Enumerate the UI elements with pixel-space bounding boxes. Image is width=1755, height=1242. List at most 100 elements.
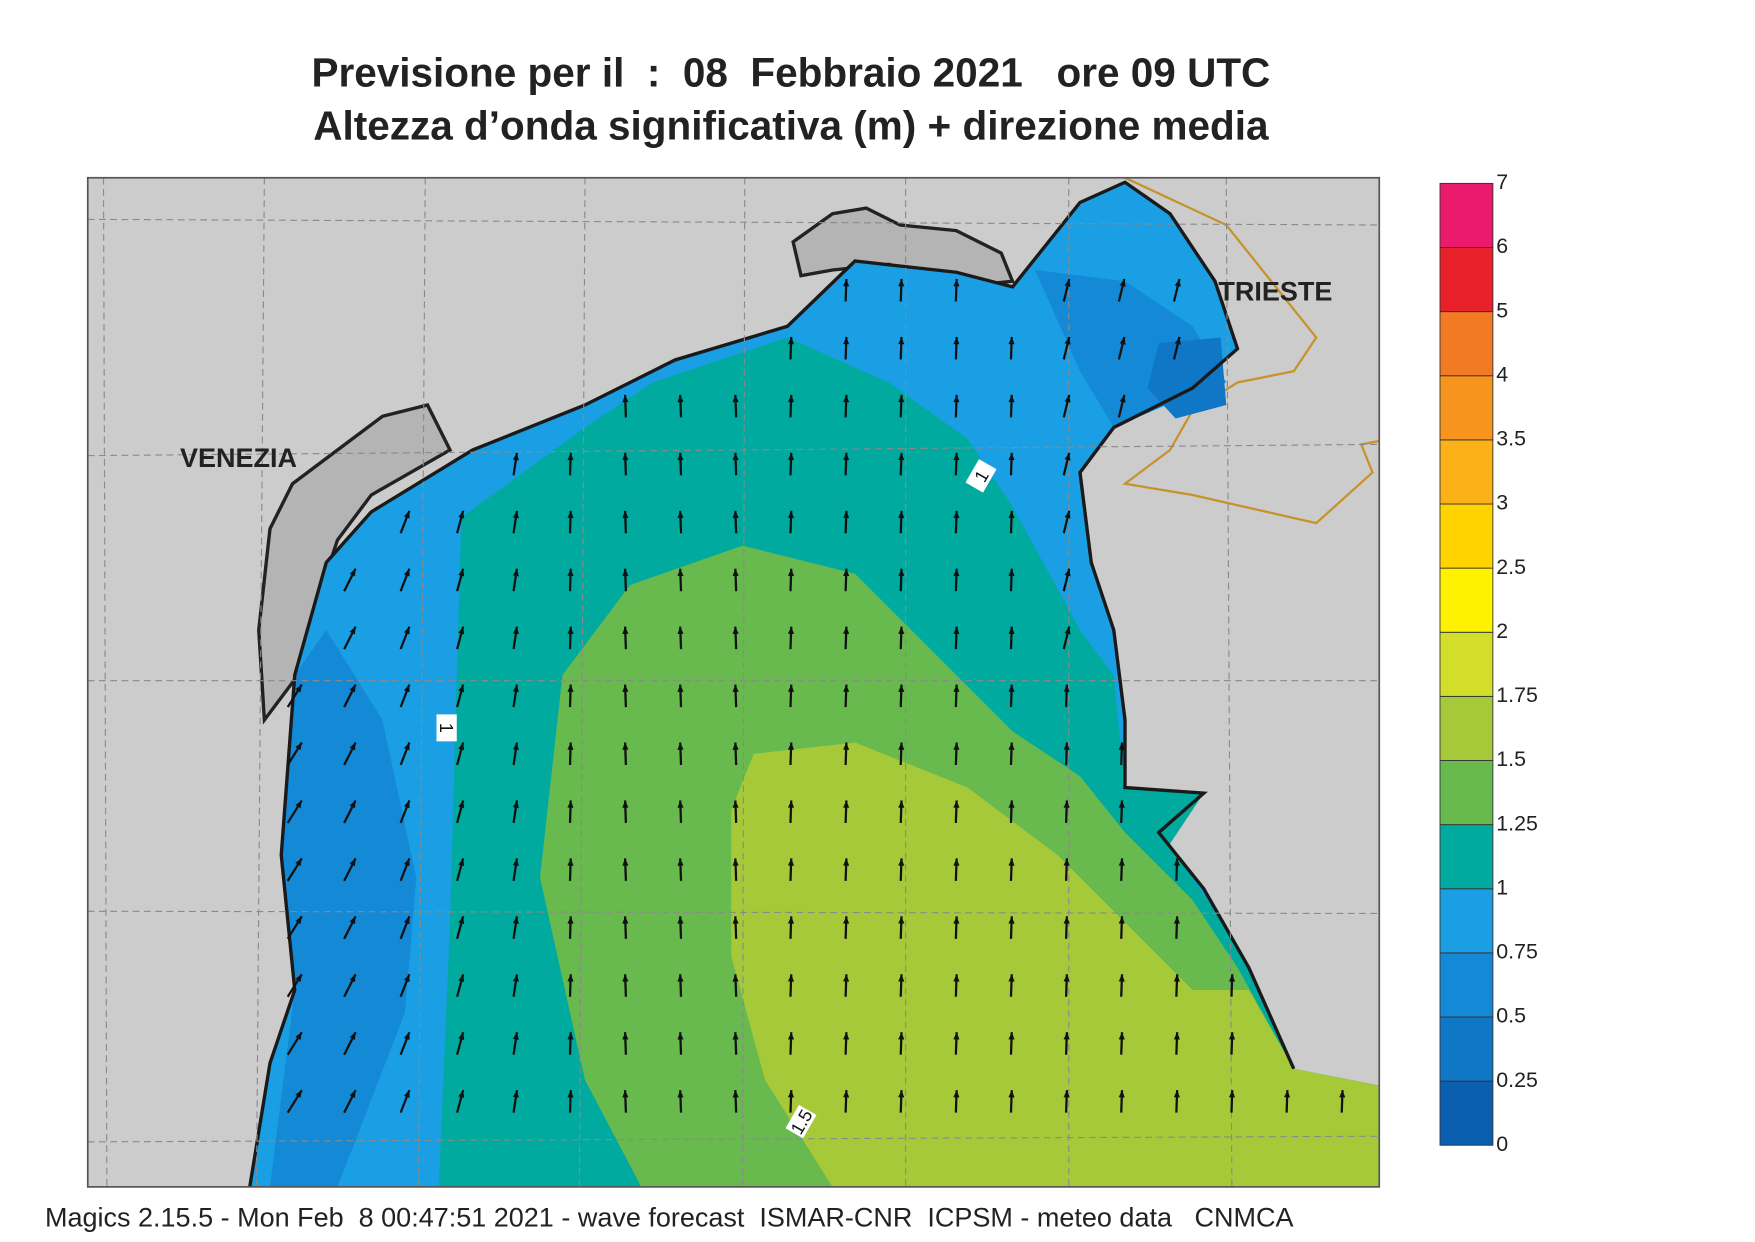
direction-arrow [1008, 626, 1015, 650]
arrow-head [349, 568, 356, 577]
direction-arrow [898, 800, 905, 823]
arrow-head [1118, 742, 1125, 750]
arrow-head [1064, 452, 1071, 461]
arrow-head [843, 568, 850, 577]
arrow-head [732, 568, 739, 577]
arrow-head [458, 858, 465, 867]
arrow-head [1008, 336, 1015, 345]
direction-arrow [1117, 394, 1126, 418]
direction-arrow [567, 858, 574, 881]
colorbar-swatch [1439, 760, 1494, 826]
arrow-head [567, 684, 574, 692]
direction-arrow [622, 394, 629, 418]
arrow-head [787, 916, 795, 924]
arrow-head [567, 800, 574, 808]
arrow-head [622, 858, 629, 866]
arrow-head [677, 1090, 684, 1098]
arrow-head [787, 336, 795, 345]
arrow-head [349, 858, 356, 867]
arrow-head [512, 800, 519, 809]
direction-arrow [953, 278, 960, 302]
arrow-head [622, 684, 629, 692]
direction-arrow [953, 1032, 960, 1055]
arrow-head [349, 916, 356, 925]
direction-arrow [732, 742, 739, 766]
arrow-head [677, 974, 684, 982]
arrow-head [512, 742, 519, 751]
direction-arrow [677, 974, 684, 997]
arrow-head [1008, 916, 1015, 924]
direction-arrow [343, 1031, 357, 1056]
arrow-head [1008, 1032, 1015, 1040]
arrow-head [787, 626, 795, 634]
direction-arrow [456, 568, 465, 592]
arrow-head [1173, 858, 1180, 866]
arrow-head [732, 974, 739, 982]
arrow-head [787, 510, 795, 519]
arrow-head [1008, 742, 1015, 750]
arrow-head [403, 626, 410, 635]
colorbar-swatch [1439, 631, 1494, 697]
direction-arrow [1118, 1090, 1125, 1113]
direction-arrow [286, 799, 303, 824]
arrow-head [677, 800, 684, 808]
arrow-head [843, 279, 850, 287]
direction-arrow [953, 336, 960, 360]
direction-arrow [1063, 742, 1070, 766]
direction-arrow [1008, 510, 1015, 534]
arrow-head [677, 916, 684, 924]
arrow-head [622, 800, 629, 808]
direction-arrow [622, 568, 629, 592]
arrow-head [622, 452, 629, 461]
arrow-head [898, 1032, 905, 1040]
direction-arrow [1008, 336, 1015, 360]
direction-arrow [677, 1032, 684, 1055]
direction-arrow [622, 684, 629, 708]
direction-arrow [953, 742, 960, 766]
direction-arrow [1063, 1090, 1070, 1113]
direction-arrow [512, 800, 519, 824]
arrow-head [787, 858, 795, 866]
arrow-head [1008, 626, 1015, 634]
arrow-head [1173, 974, 1180, 982]
arrow-head [898, 336, 905, 345]
direction-arrow [787, 394, 795, 418]
direction-arrow [898, 858, 905, 881]
arrow-head [622, 916, 629, 924]
arrow-head [953, 510, 960, 519]
direction-arrow [1228, 1090, 1236, 1113]
arrow-head [458, 626, 465, 635]
direction-arrow [787, 510, 795, 534]
arrow-head [953, 626, 960, 634]
sea [248, 180, 1380, 1188]
arrow-head [898, 974, 905, 982]
direction-arrow [898, 684, 905, 708]
arrow-head [677, 742, 684, 750]
arrow-head [349, 742, 356, 751]
direction-arrow [677, 568, 684, 592]
direction-arrow [1173, 916, 1180, 939]
arrow-head [1173, 1090, 1180, 1098]
direction-arrow [732, 800, 739, 823]
direction-arrow [787, 974, 795, 997]
arrow-head [567, 568, 574, 577]
arrow-head [677, 858, 684, 866]
arrow-head [898, 394, 905, 403]
direction-arrow [843, 394, 850, 418]
arrow-head [843, 1032, 850, 1040]
direction-arrow [456, 800, 465, 824]
arrow-head [1064, 336, 1071, 345]
direction-arrow [1117, 278, 1126, 302]
arrow-head [843, 800, 850, 808]
direction-arrow [399, 915, 411, 940]
arrow-head [1064, 394, 1071, 403]
arrow-head [403, 916, 410, 925]
arrow-head [512, 510, 519, 519]
direction-arrow [843, 916, 850, 939]
colorbar-swatch [1439, 1016, 1494, 1082]
direction-arrow [399, 857, 411, 882]
arrow-head [1008, 974, 1015, 982]
arrow-head [1063, 1032, 1070, 1040]
arrow-head [295, 1032, 302, 1040]
arrow-head [953, 916, 960, 924]
